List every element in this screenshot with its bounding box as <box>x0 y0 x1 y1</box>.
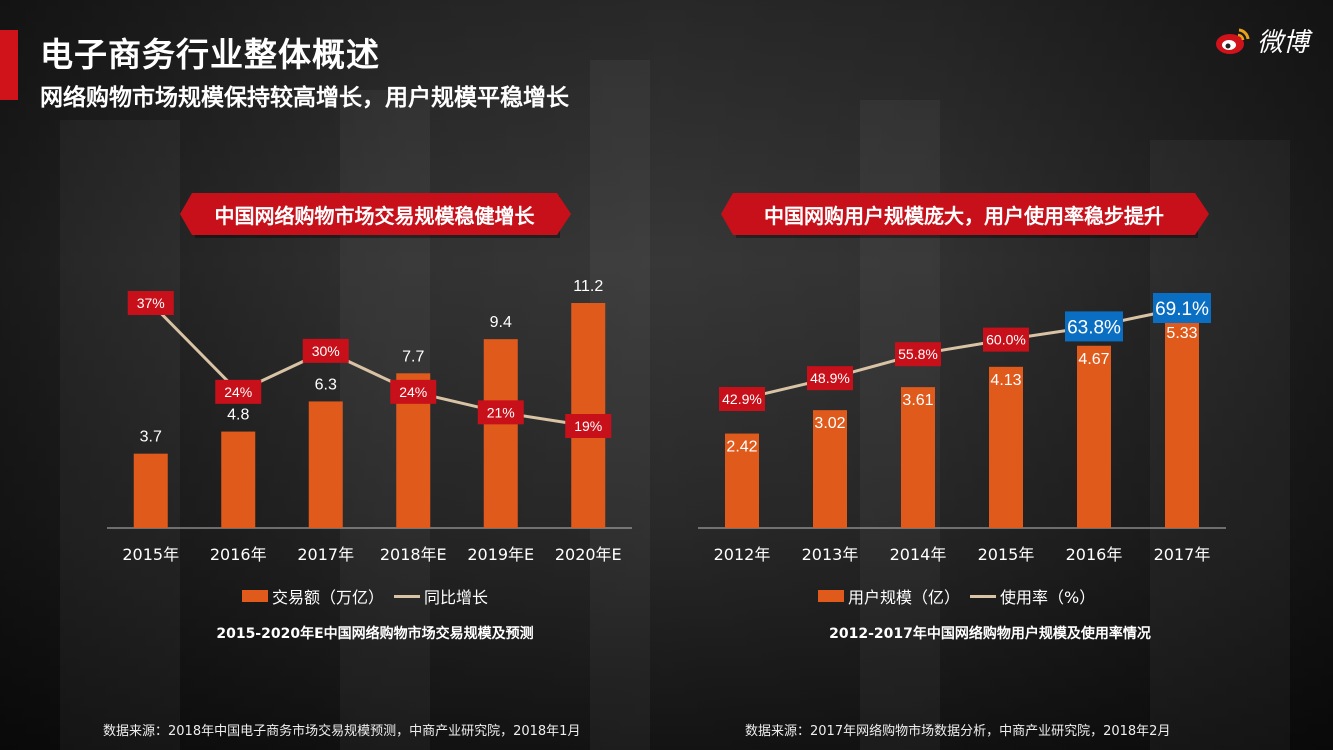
bar <box>1077 345 1111 528</box>
bar-value-label: 5.33 <box>1166 325 1197 342</box>
right-chart-banner: 中国网购用户规模庞大，用户使用率稳步提升 <box>721 193 1209 235</box>
legend-item-bar: 用户规模（亿） <box>818 584 960 608</box>
legend-item-line: 同比增长 <box>394 584 488 608</box>
legend-bar-swatch <box>818 590 844 602</box>
left-chart-banner: 中国网络购物市场交易规模稳健增长 <box>180 193 571 235</box>
legend-bar-label: 交易额（万亿） <box>272 588 385 607</box>
weibo-eye-icon <box>1215 26 1251 56</box>
bar-value-label: 7.7 <box>402 348 424 365</box>
bar-value-label: 2.42 <box>726 439 757 456</box>
bar <box>989 366 1023 528</box>
x-tick-label: 2020年E <box>555 545 622 564</box>
x-tick-label: 2018年E <box>380 545 447 564</box>
line-point-label: 69.1% <box>1155 299 1209 320</box>
line-point-label-box <box>215 379 262 404</box>
legend-line-swatch <box>970 594 997 598</box>
bar <box>813 410 847 528</box>
left-legend: 交易额（万亿） 同比增长 <box>242 584 488 608</box>
legend-line-label: 同比增长 <box>424 588 489 607</box>
bar <box>725 433 759 528</box>
page-subtitle: 网络购物市场规模保持较高增长，用户规模平稳增长 <box>40 85 569 111</box>
legend-bar-swatch <box>242 590 268 602</box>
line-point-label-box <box>1153 293 1211 323</box>
x-tick-label: 2019年E <box>467 545 534 564</box>
legend-bar-label: 用户规模（亿） <box>848 588 961 607</box>
line-point-label-box <box>983 327 1029 352</box>
x-tick-label: 2015年 <box>122 545 179 564</box>
page-title: 电子商务行业整体概述 <box>40 35 380 74</box>
bar-value-label: 3.61 <box>902 392 933 409</box>
bar-value-label: 11.2 <box>573 278 603 295</box>
legend-item-line: 使用率（%） <box>970 584 1095 608</box>
x-tick-label: 2017年 <box>1154 545 1211 564</box>
bar-value-label: 3.02 <box>814 415 845 432</box>
legend-line-label: 使用率（%） <box>1000 588 1096 607</box>
line-point-label: 24% <box>224 384 252 400</box>
line-point-label: 42.9% <box>722 391 762 407</box>
line-point-label-box <box>302 338 349 363</box>
x-tick-label: 2015年 <box>978 545 1035 564</box>
bar <box>133 453 168 528</box>
line-point-label: 24% <box>399 384 427 400</box>
legend-line-swatch <box>394 594 421 598</box>
line-point-label: 30% <box>312 343 340 359</box>
bar <box>483 339 518 528</box>
logo-text: 微博 <box>1256 28 1309 58</box>
x-tick-label: 2012年 <box>714 545 771 564</box>
bar-value-label: 3.7 <box>140 429 162 446</box>
bar-value-label: 9.4 <box>490 314 512 331</box>
weibo-logo: 微博 <box>1215 22 1309 59</box>
line-point-label-box <box>127 291 174 315</box>
left-chart-caption: 2015-2020年E中国网络购物市场交易规模及预测 <box>216 626 534 642</box>
line-point-label: 60.0% <box>986 332 1026 348</box>
line-point-label: 48.9% <box>810 370 850 386</box>
bar <box>308 401 343 528</box>
legend-item-bar: 交易额（万亿） <box>242 584 384 608</box>
line-point-label: 37% <box>137 295 165 311</box>
line-point-label: 19% <box>574 418 602 434</box>
right-source-note: 数据来源：2017年网络购物市场数据分析，中商产业研究院，2018年2月 <box>745 724 1171 739</box>
bar-value-label: 6.3 <box>315 376 337 393</box>
line-point-label-box <box>1065 311 1123 342</box>
line-point-label: 63.8% <box>1067 317 1121 338</box>
bar-value-label: 4.8 <box>227 407 249 424</box>
line-point-label: 55.8% <box>898 346 938 362</box>
line-point-label-box <box>565 414 612 438</box>
bar <box>221 431 256 528</box>
line-point-label-box <box>477 400 524 425</box>
left-source-note: 数据来源：2018年中国电子商务市场交易规模预测，中商产业研究院，2018年1月 <box>103 724 581 739</box>
x-tick-label: 2013年 <box>802 545 859 564</box>
line-point-label-box <box>390 379 437 404</box>
x-tick-label: 2016年 <box>210 545 267 564</box>
bar <box>901 387 935 528</box>
title-accent-bar <box>0 30 18 100</box>
x-tick-label: 2017年 <box>297 545 354 564</box>
right-legend: 用户规模（亿） 使用率（%） <box>818 584 1095 608</box>
bar-value-label: 4.67 <box>1078 351 1109 368</box>
line-point-label-box <box>895 342 941 367</box>
line-point-label-box <box>719 387 765 411</box>
right-chart-caption: 2012-2017年中国网络购物用户规模及使用率情况 <box>829 626 1151 642</box>
line-point-label-box <box>807 366 853 391</box>
line-point-label: 21% <box>487 404 515 420</box>
bar-value-label: 4.13 <box>990 372 1021 389</box>
x-tick-label: 2014年 <box>890 545 947 564</box>
bar <box>1165 320 1199 528</box>
x-tick-label: 2016年 <box>1066 545 1123 564</box>
